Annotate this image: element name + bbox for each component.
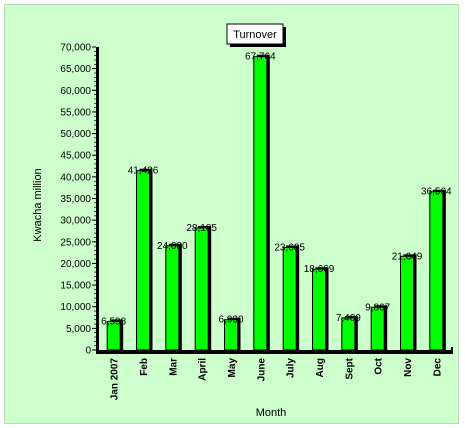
y-tick-label: 60,000 [60,86,91,97]
y-tick-label: 20,000 [60,259,91,270]
y-tick-label: 50,000 [60,129,91,140]
axes [96,47,453,354]
y-axis-line [96,47,99,354]
x-tick-label: Mar [168,358,179,376]
bar [282,246,297,351]
y-axis-title: Kwacha million [32,168,44,241]
y-tick-label: 55,000 [60,107,91,118]
y-tick-label: 5,000 [66,324,91,335]
x-tick-label: Jan 2007 [110,358,121,401]
bar [400,255,414,351]
bar [224,319,238,351]
x-tick-label: May [227,358,238,378]
bar [253,56,268,351]
data-label: 67,764 [245,52,276,63]
y-tick-label: 30,000 [60,216,91,227]
x-tick-label: Sept [344,357,355,379]
y-tick-label: 45,000 [60,151,91,162]
y-tick-label: 0 [85,346,91,357]
y-axis-ticks: 0 5,000 10,000 15,000 20,000 25,000 30,000 35,0… [60,43,96,357]
y-tick-label: 35,000 [60,194,91,205]
y-tick-label: 25,000 [60,237,91,248]
data-label: 28,185 [186,223,217,234]
data-labels: 6,598 41,426 24,080 28,185 6,990 67,764 23,685… [101,52,452,328]
bar [165,245,180,351]
y-tick-label: 40,000 [60,172,91,183]
bar [194,227,209,351]
chart-frame: Turnover Kwacha million Month 0 5,000 10,0… [4,4,459,424]
x-tick-label: July [286,358,297,378]
bar [106,320,121,351]
bar [312,268,326,351]
x-axis-end [451,347,453,354]
x-tick-label: Oct [374,357,385,374]
bar [136,170,150,351]
y-tick-label: 70,000 [60,43,91,54]
x-axis-title: Month [256,407,287,419]
data-label: 6,598 [101,316,126,327]
bar [429,191,444,351]
data-label: 21,649 [392,251,423,262]
y-tick-label: 65,000 [60,64,91,75]
y-tick-label: 10,000 [60,302,91,313]
chart-title-box: Turnover [226,23,286,47]
x-axis-line [99,350,451,354]
x-tick-label: April [198,358,209,381]
data-label: 36,564 [421,187,452,198]
x-tick-label: Feb [139,358,150,376]
y-tick-label: 15,000 [60,281,91,292]
data-label: 18,669 [304,264,335,275]
bars [106,54,446,351]
x-tick-label: Aug [315,358,326,377]
x-axis-labels: Jan 2007 Feb Mar April May June July Aug Sept Oct… [110,357,444,400]
x-tick-label: Dec [432,358,443,377]
bar [341,317,356,351]
data-label: 24,080 [157,241,188,252]
data-label: 41,426 [128,166,159,177]
chart-title: Turnover [233,29,277,41]
bar [370,306,385,351]
data-label: 23,685 [274,242,305,253]
x-tick-label: Nov [403,358,414,377]
data-label: 7,409 [336,313,361,324]
x-tick-label: June [256,358,267,382]
data-label: 9,867 [365,302,390,313]
turnover-chart: Turnover Kwacha million Month 0 5,000 10,0… [32,23,453,419]
data-label: 6,990 [218,315,243,326]
